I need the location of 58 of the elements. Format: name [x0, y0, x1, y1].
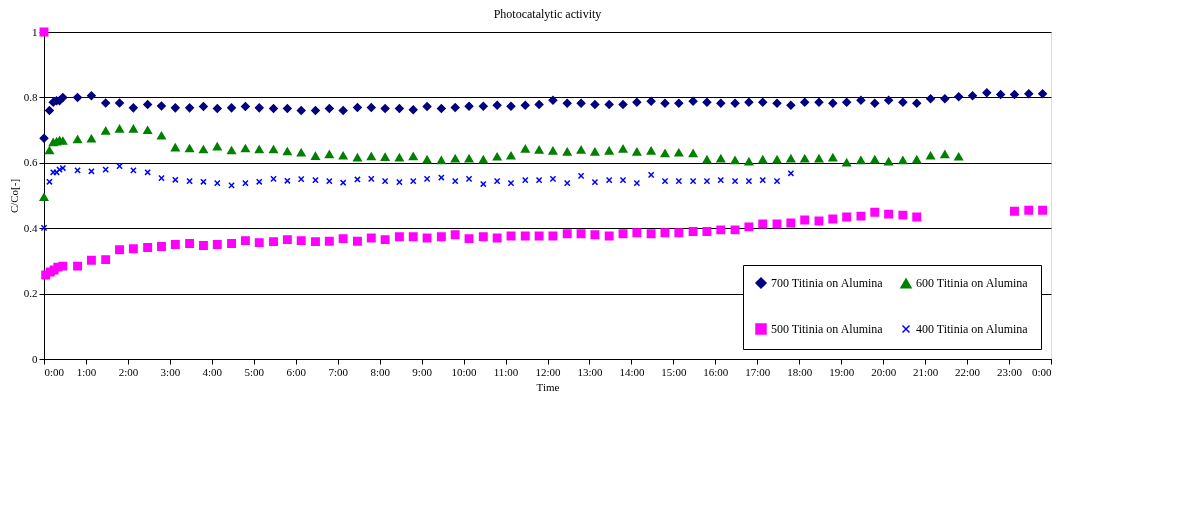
point — [255, 178, 263, 186]
point — [689, 177, 697, 185]
point — [591, 178, 599, 186]
x-tick-label: 13:00 — [577, 365, 603, 378]
point — [703, 177, 711, 185]
point — [507, 179, 515, 187]
x-tick-label: 21:00 — [913, 365, 939, 378]
legend-label: 600 Titinia on Alumina — [916, 276, 1029, 291]
x-tick-label: 1:00 — [76, 365, 97, 378]
y-tick-label: 0.6 — [23, 156, 38, 169]
y-axis-title: C/Co[-] — [7, 178, 20, 214]
y-tick-label: 0 — [32, 352, 38, 365]
x-tick-label: 23:00 — [997, 365, 1023, 378]
x-tick-label: 0:00 — [44, 365, 65, 378]
point — [354, 176, 361, 183]
point — [731, 177, 739, 185]
legend-label: 700 Titinia on Alumina — [771, 276, 884, 290]
x-tick-label: 11:00 — [493, 365, 519, 378]
x-tick-label: 6:00 — [286, 365, 307, 378]
point — [130, 166, 137, 174]
point — [102, 166, 110, 174]
x-tick-label: 15:00 — [661, 365, 687, 378]
legend-label: 400 Titinia on Alumina — [916, 322, 1029, 336]
x-tick-label: 2:00 — [118, 365, 139, 378]
point — [605, 176, 613, 184]
x-tick-label: 7:00 — [328, 365, 349, 378]
point — [661, 177, 669, 185]
chart-title: Photocatalytic activity — [493, 7, 602, 22]
x-axis-title: Time — [536, 380, 560, 393]
x-tick-label: 16:00 — [703, 365, 729, 378]
point — [438, 174, 445, 181]
y-tick-label: 1 — [32, 25, 38, 38]
x-tick-label: 0:00 — [1031, 365, 1052, 378]
point — [493, 177, 501, 185]
point — [535, 176, 543, 184]
point — [647, 171, 655, 179]
point — [745, 177, 753, 185]
legend-label: 500 Titinia on Alumina — [771, 322, 884, 336]
x-tick-label: 17:00 — [745, 365, 771, 378]
point — [381, 177, 389, 185]
y-tick-label: 0.4 — [23, 221, 38, 234]
y-tick-label: 0.8 — [23, 90, 38, 103]
x-tick-label: 5:00 — [244, 365, 265, 378]
point — [619, 176, 627, 184]
x-tick-label: 10:00 — [451, 365, 478, 378]
x-tick-label: 20:00 — [871, 365, 897, 378]
x-tick-label: 12:00 — [535, 365, 562, 378]
point — [577, 172, 585, 180]
x-tick-label: 3:00 — [160, 365, 181, 378]
x-tick-label: 19:00 — [829, 365, 855, 378]
x-tick-label: 18:00 — [787, 365, 813, 378]
y-tick-label: 0.2 — [23, 287, 38, 300]
point — [773, 177, 781, 185]
x-tick-label: 8:00 — [370, 365, 391, 378]
x-tick-label: 4:00 — [202, 365, 223, 378]
x-tick-label: 14:00 — [619, 365, 645, 378]
x-tick-label: 9:00 — [412, 365, 433, 378]
x-tick-label: 22:00 — [955, 365, 981, 378]
